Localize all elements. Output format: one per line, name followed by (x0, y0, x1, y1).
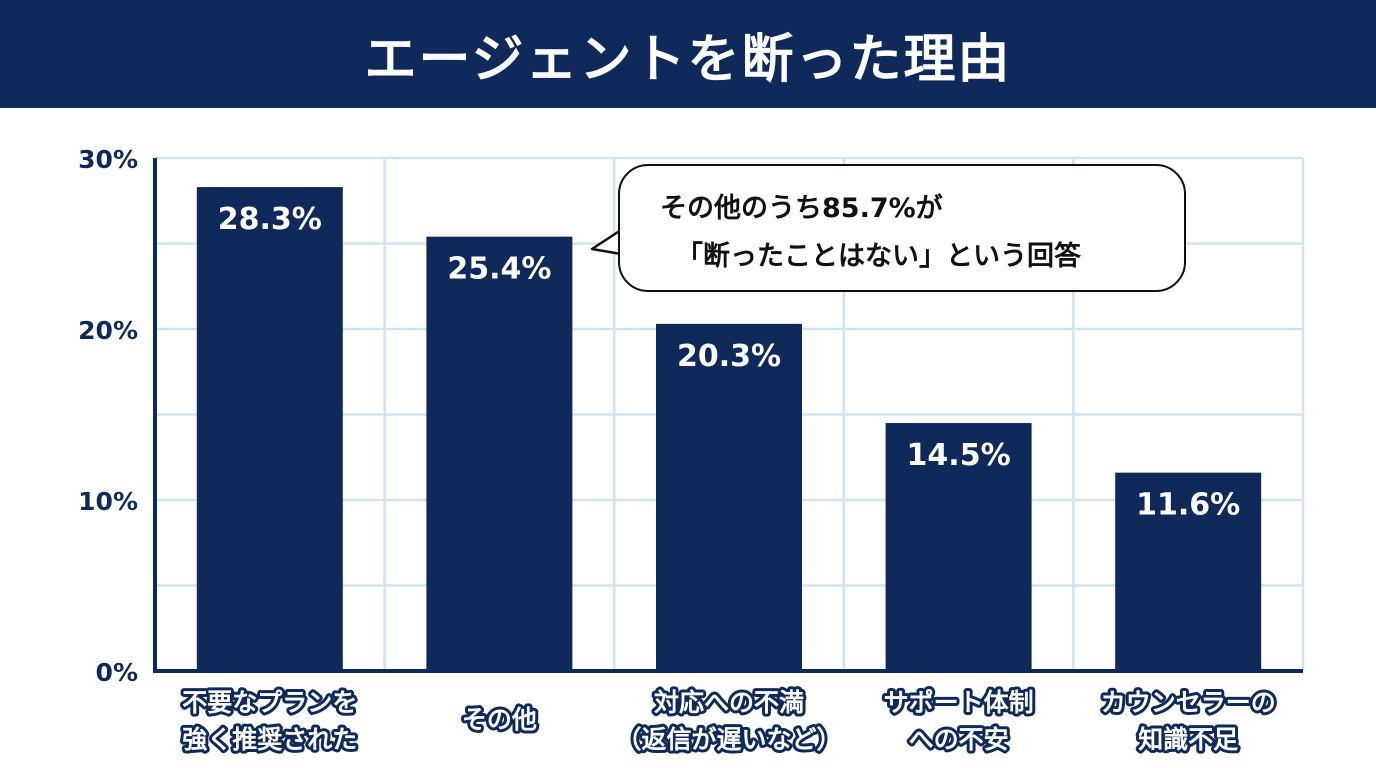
bar-value-label: 11.6% (1136, 488, 1240, 523)
y-tick-label: 20% (78, 316, 138, 345)
bar (196, 187, 343, 671)
y-tick-label: 0% (96, 658, 138, 687)
category-label: 知識不足 (1138, 725, 1238, 754)
callout-box: その他のうち85.7%が 「断ったことはない」という回答 (618, 164, 1186, 292)
y-tick-label: 30% (78, 145, 138, 174)
category-label: （返信が遅いなど） (616, 725, 841, 754)
bar (656, 323, 802, 671)
chart-header: エージェントを断った理由 (0, 0, 1376, 108)
category-label: その他 (462, 705, 537, 734)
y-tick-label: 10% (78, 487, 138, 516)
bar (426, 236, 573, 671)
bar-value-label: 20.3% (677, 339, 781, 374)
bar-value-label: 25.4% (447, 252, 551, 287)
category-label: カウンセラーの (1101, 688, 1276, 717)
chart-title: エージェントを断った理由 (364, 29, 1012, 90)
bar-value-label: 14.5% (907, 438, 1011, 473)
category-label: 対応への不満 (654, 688, 804, 717)
bar (885, 423, 1032, 671)
callout-line-1: その他のうち85.7%が (660, 193, 943, 224)
category-label: への不安 (909, 725, 1009, 754)
bar-value-label: 28.3% (218, 202, 322, 237)
category-label: 強く推奨された (182, 725, 357, 754)
category-label: 不要なプランを (182, 688, 357, 717)
bar (1115, 472, 1262, 671)
callout-line-2: 「断ったことはない」という回答 (676, 241, 1081, 272)
category-label: サポート体制 (884, 688, 1034, 717)
